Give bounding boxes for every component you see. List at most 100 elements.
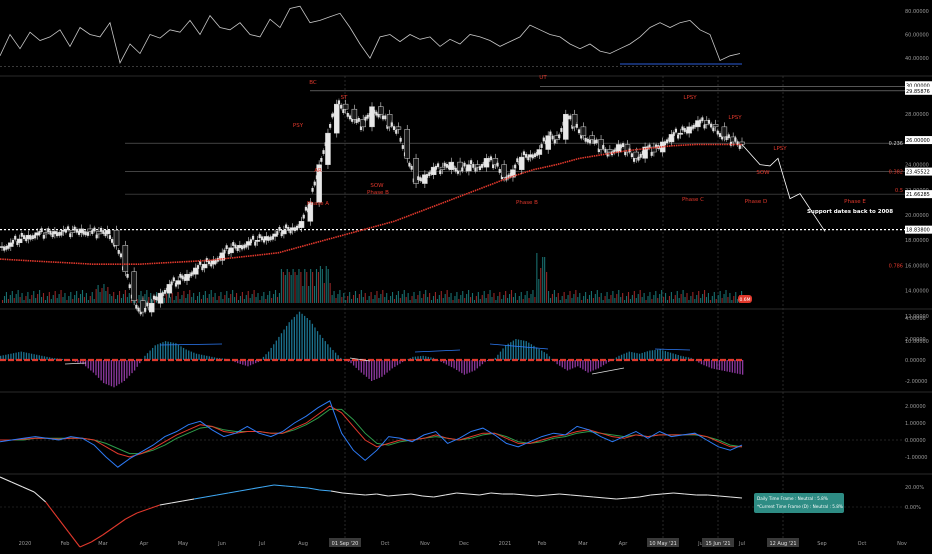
volume-bar — [64, 293, 66, 303]
volume-bar — [228, 298, 230, 303]
volume-bar — [148, 297, 150, 303]
volume-bar — [50, 299, 52, 303]
trend-line-segment — [182, 498, 195, 502]
volume-bar — [598, 297, 600, 303]
histogram-bar — [517, 339, 520, 360]
histogram-bar — [510, 342, 512, 360]
trend-line-segment — [159, 502, 172, 506]
histogram-bar — [110, 360, 113, 387]
price-candle-body — [369, 106, 375, 128]
volume-bar — [210, 290, 212, 303]
histogram-bar — [548, 356, 551, 360]
histogram-bar — [391, 360, 393, 369]
histogram-bar — [121, 360, 123, 383]
price-candle-body — [558, 134, 561, 139]
volume-bar — [154, 296, 156, 303]
volume-bar — [290, 275, 292, 303]
price-candle-body — [16, 238, 23, 244]
price-candle-body — [223, 249, 226, 254]
histogram-bar — [180, 346, 182, 360]
volume-bar — [659, 294, 661, 303]
volume-bar — [136, 299, 138, 303]
volume-bar — [169, 297, 171, 303]
price-candle-body — [289, 229, 292, 234]
annotation-label: SOW — [370, 183, 384, 189]
x-axis-tick-label: Jun — [697, 541, 706, 547]
volume-bar — [81, 290, 84, 303]
divergence-line — [159, 343, 223, 346]
annotation-label: Phase D — [745, 199, 767, 205]
histogram-bar — [636, 353, 638, 360]
volume-bar — [520, 292, 522, 303]
histogram-bar — [731, 360, 733, 373]
macd-y-tick: -1.00000 — [905, 455, 927, 461]
price-candle-body — [492, 158, 499, 165]
volume-bar — [727, 297, 729, 303]
volume-bar — [583, 296, 585, 303]
volume-bar — [220, 292, 222, 303]
volume-bar — [700, 298, 702, 303]
annotation-label: Phase C — [682, 197, 704, 203]
histogram-bar — [525, 341, 527, 360]
volume-bar — [76, 291, 78, 303]
volume-bar — [243, 299, 245, 303]
trend-line-segment — [216, 492, 229, 496]
histogram-bar — [322, 337, 324, 360]
price-candle-body — [681, 126, 684, 131]
histogram-bar — [729, 360, 731, 373]
trend-line-segment — [91, 534, 103, 543]
volume-bar — [470, 297, 472, 303]
volume-bar — [239, 296, 241, 303]
volume-bar — [163, 298, 165, 303]
price-candle-body — [690, 126, 693, 131]
x-axis-highlight — [329, 538, 361, 547]
x-axis-tick-label: 2020 — [19, 541, 32, 547]
trend-line-segment — [616, 497, 628, 500]
price-candle-body — [377, 113, 380, 118]
price-candle-body — [207, 260, 211, 265]
histogram-bar — [587, 360, 589, 373]
volume-bar — [553, 290, 555, 303]
histogram-bar — [530, 344, 533, 360]
volume-bar — [542, 257, 544, 303]
price-candle-body — [536, 149, 543, 155]
histogram-bar — [316, 331, 319, 360]
volume-bar — [635, 298, 637, 303]
price-candle-body — [243, 244, 246, 249]
volume-bar — [588, 295, 591, 303]
volume-bar — [709, 300, 711, 303]
histogram-bar — [414, 356, 417, 360]
volume-bar — [707, 293, 709, 303]
price-label: 29.85876 — [906, 89, 930, 95]
price-candle-body — [60, 231, 63, 236]
price-candle-body — [119, 253, 123, 258]
price-candle-body — [413, 158, 419, 184]
trend-status-line: *Current Time Frame (D) : Neutral : 5.8% — [757, 504, 843, 509]
volume-bar — [512, 297, 514, 303]
price-candle-body — [457, 161, 463, 172]
trend-line-segment — [262, 484, 275, 488]
histogram-bar — [203, 355, 205, 360]
volume-bar — [193, 293, 195, 303]
price-candle-body — [505, 176, 508, 181]
volume-bar — [111, 296, 113, 303]
volume-bar — [518, 296, 520, 303]
histogram-bar — [77, 360, 79, 363]
volume-bar — [226, 291, 228, 303]
volume-bar — [99, 292, 101, 303]
price-candle-body — [514, 164, 517, 169]
volume-bar — [130, 300, 132, 303]
annotation-label: AR — [314, 168, 322, 174]
volume-bar — [413, 292, 415, 303]
price-candle-body — [126, 273, 129, 278]
macd-series-line — [0, 400, 743, 468]
volume-bar — [275, 290, 277, 303]
x-axis-tick-label: 10 May '21 — [649, 541, 677, 547]
histogram-bar — [386, 360, 388, 373]
histogram-bar — [698, 360, 700, 363]
volume-bar — [241, 292, 243, 303]
volume-bar — [267, 295, 269, 303]
histogram-bar — [592, 360, 594, 371]
volume-bar — [302, 286, 304, 303]
price-candle-body — [351, 118, 354, 122]
